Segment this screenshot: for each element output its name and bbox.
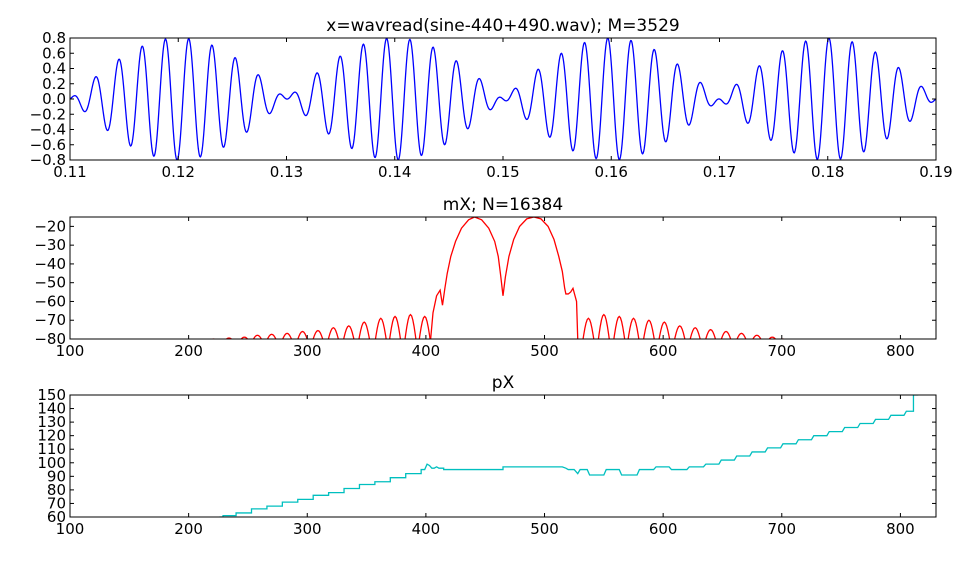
phase-x-tick-label: 200 xyxy=(174,520,203,538)
phase-y-tick-label: 60 xyxy=(47,508,66,526)
magnitude-y-tick-label: −70 xyxy=(34,311,66,329)
magnitude-x-tick-label: 800 xyxy=(886,342,915,360)
waveform-x-tick-label: 0.17 xyxy=(703,163,736,181)
waveform-y-tick-label: 0.4 xyxy=(42,60,66,78)
waveform-x-ticks: 0.11 0.12 0.13 0.14 0.15 0.16 0.17 0.18 0.19 xyxy=(53,38,953,181)
waveform-y-ticks: 0.80.60.40.20.0−0.2−0.4−0.6−0.8 xyxy=(30,29,936,169)
waveform-y-tick-label: −0.8 xyxy=(30,151,66,169)
magnitude-y-tick-label: −80 xyxy=(34,330,66,348)
phase-x-tick-label: 400 xyxy=(412,520,441,538)
waveform-x-tick-label: 0.19 xyxy=(919,163,952,181)
waveform-x-tick-label: 0.13 xyxy=(270,163,303,181)
waveform-marks xyxy=(70,38,936,160)
waveform-panel: x=wavread(sine-440+490.wav); M=3529 0.11… xyxy=(30,16,953,181)
phase-y-tick-label: 140 xyxy=(37,400,66,418)
phase-marks xyxy=(219,395,919,517)
phase-x-tick-label: 800 xyxy=(886,520,915,538)
waveform-x-tick-label: 0.16 xyxy=(595,163,628,181)
waveform-y-tick-label: −0.2 xyxy=(30,105,66,123)
magnitude-panel: mX; N=16384 100 200 300 400 500 600 700 800 −20… xyxy=(34,195,937,360)
magnitude-title: mX; N=16384 xyxy=(443,195,563,215)
phase-x-ticks: 100 200 300 400 500 600 700 800 xyxy=(56,395,915,538)
phase-x-tick-label: 100 xyxy=(56,520,85,538)
phase-y-tick-label: 130 xyxy=(37,413,66,431)
phase-y-tick-label: 150 xyxy=(37,386,66,404)
phase-panel: pX 100 200 300 400 500 600 700 800 150140130120… xyxy=(37,373,937,538)
magnitude-x-tick-label: 400 xyxy=(412,342,441,360)
phase-y-tick-label: 100 xyxy=(37,454,66,472)
magnitude-x-tick-label: 500 xyxy=(530,342,559,360)
waveform-y-tick-label: −0.4 xyxy=(30,121,66,139)
magnitude-x-tick-label: 300 xyxy=(293,342,322,360)
waveform-y-tick-label: 0.6 xyxy=(42,44,66,62)
magnitude-x-tick-label: 700 xyxy=(767,342,796,360)
magnitude-y-tick-label: −30 xyxy=(34,236,66,254)
phase-x-tick-label: 600 xyxy=(649,520,678,538)
magnitude-x-ticks: 100 200 300 400 500 600 700 800 xyxy=(56,217,915,360)
waveform-y-tick-label: 0.2 xyxy=(42,75,66,93)
waveform-x-tick-label: 0.15 xyxy=(486,163,519,181)
magnitude-y-tick-label: −40 xyxy=(34,255,66,273)
waveform-axes-frame xyxy=(69,37,937,161)
waveform-x-tick-label: 0.18 xyxy=(811,163,844,181)
phase-y-tick-label: 110 xyxy=(37,440,66,458)
waveform-x-tick-label: 0.14 xyxy=(378,163,411,181)
magnitude-right-sidelobes xyxy=(582,313,786,339)
magnitude-marks xyxy=(211,217,786,339)
phase-x-tick-label: 700 xyxy=(767,520,796,538)
magnitude-y-ticks: −20−30−40−50−60−70−80 xyxy=(34,217,936,348)
phase-x-tick-label: 300 xyxy=(293,520,322,538)
magnitude-y-tick-label: −50 xyxy=(34,274,66,292)
phase-series-line xyxy=(219,395,919,517)
phase-axes-frame xyxy=(69,394,937,518)
phase-x-tick-label: 500 xyxy=(530,520,559,538)
phase-title: pX xyxy=(492,373,515,393)
magnitude-y-tick-label: −60 xyxy=(34,292,66,310)
phase-y-tick-label: 80 xyxy=(47,481,66,499)
magnitude-left-sidelobes xyxy=(211,313,431,339)
phase-y-tick-label: 120 xyxy=(37,427,66,445)
waveform-y-tick-label: 0.0 xyxy=(42,90,66,108)
magnitude-x-tick-label: 600 xyxy=(649,342,678,360)
waveform-title: x=wavread(sine-440+490.wav); M=3529 xyxy=(326,16,679,36)
magnitude-x-tick-label: 100 xyxy=(56,342,85,360)
waveform-y-tick-label: −0.6 xyxy=(30,136,66,154)
magnitude-y-tick-label: −20 xyxy=(34,217,66,235)
magnitude-axes-frame xyxy=(69,216,937,340)
phase-y-tick-label: 70 xyxy=(47,494,66,512)
magnitude-x-tick-label: 200 xyxy=(174,342,203,360)
magnitude-main-lobe xyxy=(429,217,579,339)
waveform-x-tick-label: 0.11 xyxy=(53,163,86,181)
waveform-series-line xyxy=(70,38,936,160)
waveform-y-tick-label: 0.8 xyxy=(42,29,66,47)
waveform-x-tick-label: 0.12 xyxy=(162,163,195,181)
phase-y-tick-label: 90 xyxy=(47,467,66,485)
